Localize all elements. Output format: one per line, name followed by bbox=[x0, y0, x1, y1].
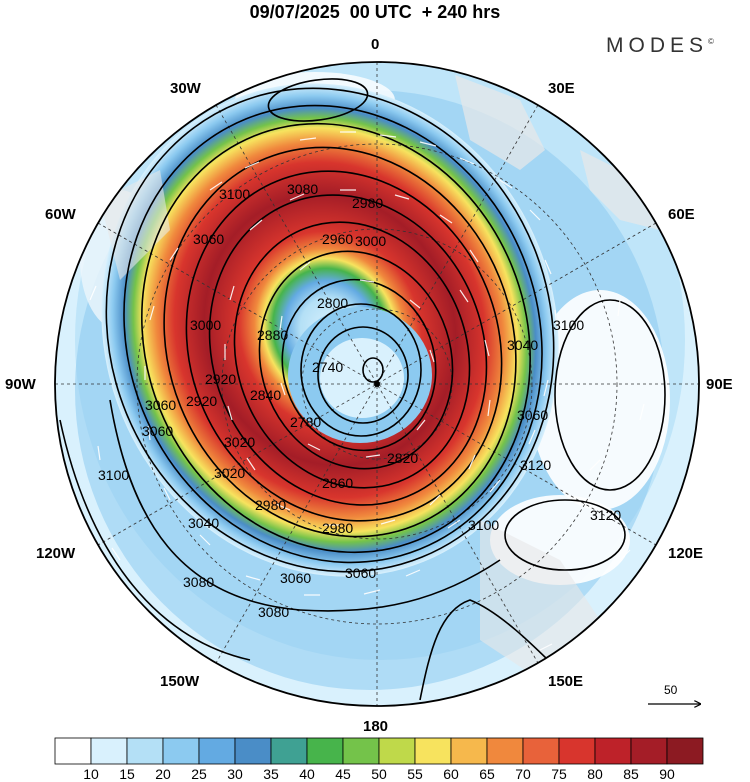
colorbar-swatch bbox=[450, 737, 488, 765]
colorbar-tick-label: 60 bbox=[443, 766, 459, 782]
lon-label-30e: 30E bbox=[548, 80, 575, 97]
colorbar-tick-label: 55 bbox=[407, 766, 423, 782]
contour-label: 2800 bbox=[317, 295, 348, 311]
map-boundary bbox=[54, 61, 700, 707]
contour-label: 3060 bbox=[280, 570, 311, 586]
colorbar-tick-label: 25 bbox=[191, 766, 207, 782]
colorbar-tick-label: 30 bbox=[227, 766, 243, 782]
contour-label: 2880 bbox=[257, 327, 288, 343]
colorbar-tick-label: 80 bbox=[587, 766, 603, 782]
colorbar-swatch bbox=[126, 737, 164, 765]
map-title: 09/07/2025 00 UTC + 240 hrs bbox=[249, 2, 501, 22]
colorbar-tick-label: 45 bbox=[335, 766, 351, 782]
colorbar-swatch bbox=[234, 737, 272, 765]
colorbar-tick-label: 15 bbox=[119, 766, 135, 782]
contour-label: 2960 bbox=[322, 231, 353, 247]
contour-label: 2860 bbox=[322, 475, 353, 491]
lon-label-30w: 30W bbox=[170, 80, 201, 97]
contour-label: 3100 bbox=[553, 317, 584, 333]
contour-label: 3060 bbox=[142, 423, 173, 439]
colorbar-tick-label: 85 bbox=[623, 766, 639, 782]
contour-label: 3120 bbox=[520, 457, 551, 473]
contour-label: 3080 bbox=[258, 604, 289, 620]
contour-label-group: 3100 3080 3060 3000 2980 2960 2920 2800 … bbox=[98, 181, 621, 620]
colorbar-tick-label: 70 bbox=[515, 766, 531, 782]
contour-label: 3100 bbox=[468, 517, 499, 533]
lon-label-150w: 150W bbox=[160, 673, 200, 690]
colorbar-swatch bbox=[198, 737, 236, 765]
colorbar-tick-label: 90 bbox=[659, 766, 675, 782]
contour-label: 3080 bbox=[183, 574, 214, 590]
graticule bbox=[55, 62, 699, 706]
brand-logo: MODES© bbox=[606, 34, 714, 58]
contour-label: 2780 bbox=[290, 414, 321, 430]
colorbar-tick-label: 50 bbox=[371, 766, 387, 782]
lon-label-0: 0 bbox=[371, 36, 380, 53]
contour-label: 3040 bbox=[507, 337, 538, 353]
contour-label: 3100 bbox=[219, 186, 250, 202]
colorbar-tick-label: 40 bbox=[299, 766, 315, 782]
lon-label-60e: 60E bbox=[668, 206, 695, 223]
contour-label: 3020 bbox=[214, 465, 245, 481]
colorbar-swatch bbox=[414, 737, 452, 765]
colorbar-tick-label: 75 bbox=[551, 766, 567, 782]
contour-label: 2840 bbox=[250, 387, 281, 403]
colorbar-swatch bbox=[270, 737, 308, 765]
colorbar-swatch bbox=[594, 737, 632, 765]
contour-label: 2980 bbox=[255, 497, 286, 513]
colorbar-tick-label: 65 bbox=[479, 766, 495, 782]
contour-label: 3100 bbox=[98, 467, 129, 483]
lon-label-90e: 90E bbox=[706, 376, 733, 393]
lon-label-180: 180 bbox=[363, 718, 389, 735]
north-pole-marker bbox=[374, 381, 380, 387]
reference-vector-label: 50 bbox=[664, 683, 678, 697]
contour-label: 3060 bbox=[193, 231, 224, 247]
contour-label: 3120 bbox=[590, 507, 621, 523]
colorbar-swatch bbox=[162, 737, 200, 765]
colorbar-swatch bbox=[486, 737, 524, 765]
colorbar-tick-label: 20 bbox=[155, 766, 171, 782]
colorbar-swatch bbox=[666, 737, 704, 765]
contour-label: 2820 bbox=[387, 450, 418, 466]
colorbar-swatch bbox=[90, 737, 128, 765]
lon-label-120w: 120W bbox=[36, 545, 76, 562]
colorbar-swatch bbox=[522, 737, 560, 765]
brand-name: MODES bbox=[606, 34, 709, 57]
contour-label: 3000 bbox=[190, 317, 221, 333]
colorbar-swatch bbox=[342, 737, 380, 765]
lon-label-90w: 90W bbox=[5, 376, 36, 393]
colorbar-swatch bbox=[54, 737, 92, 765]
colorbar-swatch bbox=[378, 737, 416, 765]
contour-label: 2980 bbox=[322, 520, 353, 536]
lon-label-60w: 60W bbox=[45, 206, 76, 223]
colorbar-swatch bbox=[630, 737, 668, 765]
lon-label-120e: 120E bbox=[668, 545, 704, 562]
contour-label: 3000 bbox=[355, 233, 386, 249]
lon-label-150e: 150E bbox=[548, 673, 584, 690]
contour-label: 2740 bbox=[312, 359, 343, 375]
contour-label: 2920 bbox=[186, 393, 217, 409]
colorbar bbox=[54, 737, 704, 765]
contour-label: 3060 bbox=[145, 397, 176, 413]
colorbar-swatch bbox=[558, 737, 596, 765]
contour-label: 3080 bbox=[287, 181, 318, 197]
contour-label: 3060 bbox=[345, 565, 376, 581]
contour-label: 3020 bbox=[224, 434, 255, 450]
brand-copyright-mark: © bbox=[708, 37, 714, 46]
contour-label: 3060 bbox=[517, 407, 548, 423]
colorbar-swatch bbox=[306, 737, 344, 765]
contour-label: 3040 bbox=[188, 515, 219, 531]
contour-label: 2980 bbox=[352, 195, 383, 211]
colorbar-tick-label: 35 bbox=[263, 766, 279, 782]
colorbar-tick-label: 10 bbox=[83, 766, 99, 782]
contour-label: 2920 bbox=[205, 371, 236, 387]
